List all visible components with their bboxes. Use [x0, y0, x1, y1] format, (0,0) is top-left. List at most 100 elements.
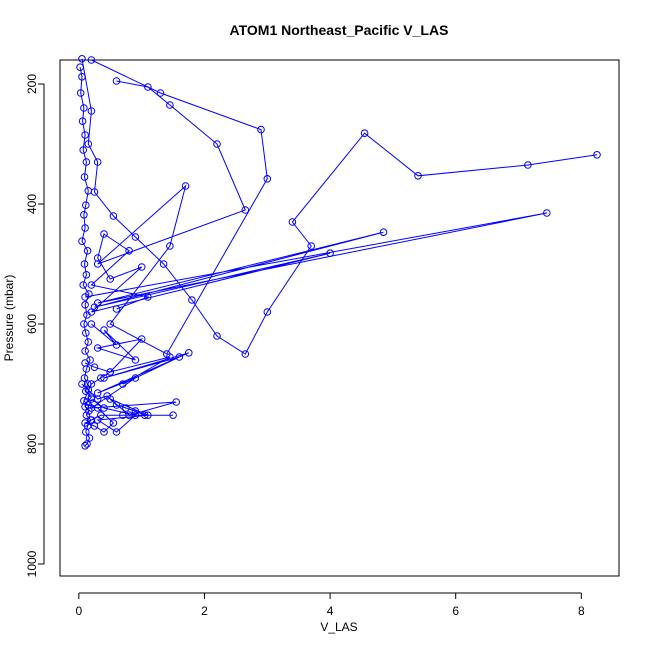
data-point — [360, 129, 369, 137]
plot-frame — [59, 59, 620, 577]
data-point — [188, 296, 196, 304]
data-point — [84, 401, 93, 409]
data-point — [80, 104, 88, 112]
data-point — [87, 107, 96, 115]
y-axis-label: Pressure (mbar) — [2, 275, 16, 362]
data-point — [166, 242, 174, 250]
data-point — [288, 218, 297, 226]
y-tick-label: 200 — [25, 74, 39, 94]
data-point — [141, 411, 149, 420]
data-point — [76, 89, 85, 97]
data-point — [80, 397, 88, 405]
data-point — [119, 411, 127, 420]
data-point — [131, 374, 140, 382]
data-point — [175, 353, 184, 361]
data-point — [81, 224, 89, 232]
data-point — [97, 411, 105, 420]
data-point — [93, 344, 102, 352]
data-point — [131, 356, 140, 364]
x-tick-label: 4 — [327, 604, 334, 618]
series-line-4 — [85, 212, 547, 313]
data-point — [109, 419, 118, 427]
series-line-2 — [81, 58, 598, 355]
data-point — [79, 281, 87, 289]
data-point — [593, 151, 601, 159]
data-point — [137, 263, 146, 271]
data-point — [112, 428, 121, 436]
data-point — [106, 275, 114, 283]
data-point — [543, 209, 551, 217]
data-point — [181, 182, 190, 190]
data-point — [93, 404, 102, 412]
data-point — [80, 173, 89, 181]
data-point — [83, 247, 92, 255]
data-point — [166, 353, 174, 361]
data-point — [213, 332, 221, 340]
data-point — [379, 228, 388, 236]
data-point — [87, 308, 96, 316]
data-point — [82, 329, 90, 337]
data-point — [84, 338, 93, 346]
data-point — [90, 363, 99, 372]
chart-title: ATOM1 Northeast_Pacific V_LAS — [230, 22, 449, 38]
data-point — [257, 125, 265, 134]
data-point — [80, 320, 88, 328]
data-point — [169, 411, 177, 420]
data-point — [159, 260, 168, 268]
data-point — [93, 158, 102, 166]
data-point — [82, 158, 91, 166]
x-tick-label: 8 — [578, 604, 585, 618]
data-point — [82, 201, 90, 209]
x-tick-label: 6 — [452, 604, 459, 618]
data-point — [93, 389, 102, 397]
data-point — [93, 254, 102, 262]
data-point — [119, 380, 127, 388]
data-point — [106, 368, 114, 376]
data-point — [156, 89, 165, 97]
data-point — [112, 341, 121, 349]
data-point — [78, 55, 86, 63]
data-point — [78, 380, 86, 388]
data-point — [90, 188, 99, 196]
data-point — [79, 146, 87, 154]
data-point — [80, 260, 89, 268]
data-point — [81, 442, 89, 450]
data-point — [82, 271, 91, 279]
data-point — [87, 380, 96, 388]
x-axis: 0 2 4 6 8 — [75, 592, 585, 618]
data-point — [100, 326, 108, 334]
data-point — [90, 422, 99, 430]
data-point — [131, 233, 140, 241]
data-point — [80, 211, 88, 219]
data-point — [307, 242, 316, 250]
data-point — [81, 347, 89, 355]
y-tick-label: 800 — [25, 434, 39, 454]
data-point — [263, 308, 272, 316]
data-point — [112, 305, 121, 313]
data-point — [87, 56, 96, 64]
data-point — [137, 335, 146, 343]
data-point — [87, 320, 96, 328]
data-point — [83, 440, 91, 448]
data-point — [241, 350, 250, 358]
data-point — [213, 140, 221, 148]
data-point — [144, 293, 152, 301]
data-point — [172, 398, 180, 406]
data-point — [263, 175, 272, 183]
data-point — [84, 386, 93, 394]
data-point — [185, 349, 193, 357]
data-point — [82, 411, 91, 420]
data-point — [87, 416, 96, 424]
data-point — [144, 83, 152, 91]
data-point — [81, 419, 89, 427]
data-point — [103, 392, 111, 400]
y-tick-label: 1000 — [25, 550, 39, 577]
data-point — [97, 374, 105, 382]
data-point — [414, 172, 422, 180]
data-point — [131, 407, 140, 415]
data-point — [109, 212, 118, 220]
data-point — [81, 293, 89, 301]
data-point — [241, 206, 250, 214]
data-point — [87, 281, 96, 289]
